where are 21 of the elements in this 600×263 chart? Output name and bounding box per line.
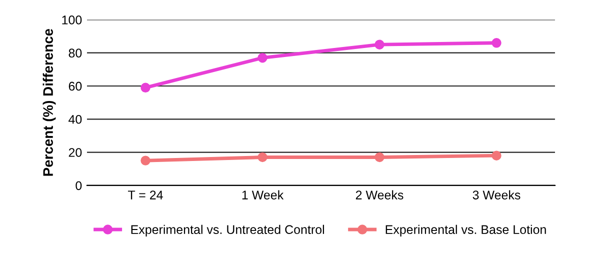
point [258,52,268,63]
legend-label: Experimental vs. Untreated Control [131,224,324,236]
y-tick-label: 80 [68,48,82,58]
y-tick-label: 60 [68,82,82,91]
y-axis-title: Percent (%) Difference [42,28,56,176]
point [374,40,384,50]
x-tick-label: 2 Weeks [356,190,404,200]
x-tick-label: 3 Weeks [472,190,520,200]
point [374,152,384,162]
x-tick-label: T = 24 [128,190,163,200]
point [140,82,150,93]
x-tick-label: 1 Week [242,190,284,200]
point [258,152,268,162]
point [492,38,502,48]
y-tick-label: 20 [68,148,82,157]
point [492,150,502,160]
y-tick-label: 40 [68,114,82,124]
legend-label: Experimental vs. Base Lotion [386,224,546,236]
point [140,156,150,166]
y-tick-label: 100 [62,16,82,24]
y-tick-label: 0 [76,181,82,190]
